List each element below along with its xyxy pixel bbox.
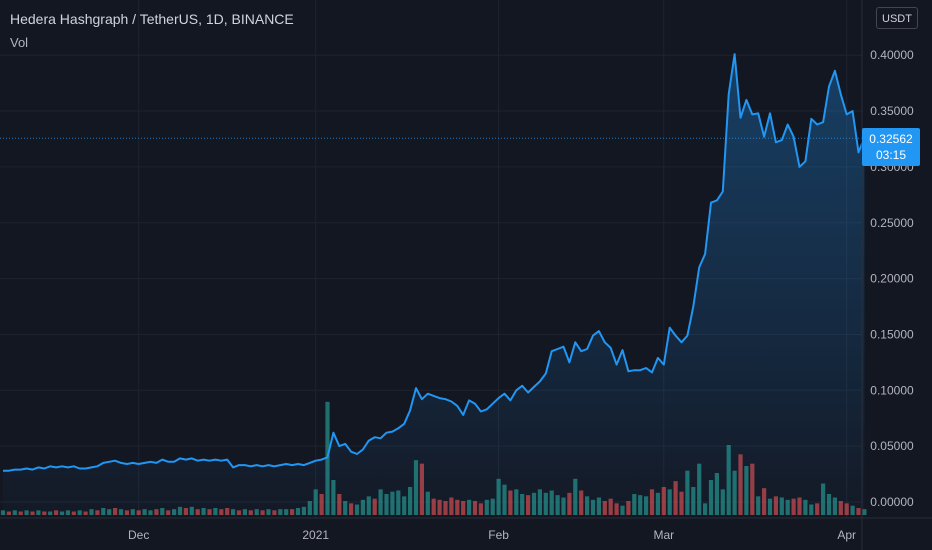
x-tick-label: Apr — [837, 528, 856, 542]
y-tick-label: 0.15000 — [870, 327, 914, 341]
y-tick-label: 0.00000 — [870, 495, 914, 509]
bar-countdown: 03:15 — [875, 148, 907, 163]
y-tick-label: 0.20000 — [870, 272, 914, 286]
last-price-tag: 0.32562 03:15 — [862, 128, 920, 167]
y-tick-label: 0.05000 — [870, 439, 914, 453]
price-area — [3, 54, 865, 515]
y-tick-label: 0.25000 — [870, 216, 914, 230]
y-tick-label: 0.10000 — [870, 383, 914, 397]
volume-bar — [0, 510, 6, 515]
x-tick-label: Mar — [653, 528, 674, 542]
y-tick-label: 0.40000 — [870, 48, 914, 62]
currency-button[interactable]: USDT — [876, 7, 918, 29]
symbol-title[interactable]: Hedera Hashgraph / TetherUS, 1D, BINANCE — [10, 11, 294, 27]
x-tick-label: Dec — [128, 528, 149, 542]
volume-legend-label[interactable]: Vol — [10, 35, 29, 50]
x-tick-label: 2021 — [302, 528, 329, 542]
x-tick-label: Feb — [488, 528, 509, 542]
price-line — [3, 53, 866, 472]
last-price-value: 0.32562 — [869, 132, 913, 147]
y-tick-label: 0.35000 — [870, 104, 914, 118]
